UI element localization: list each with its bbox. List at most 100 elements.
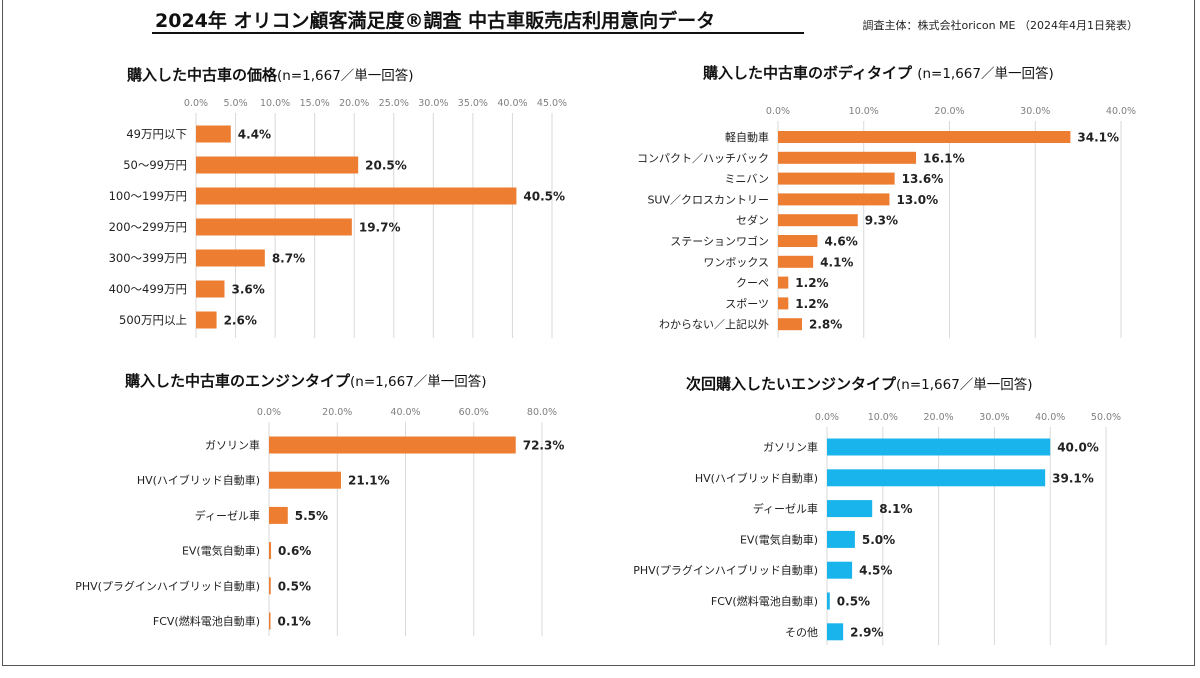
chart-subtitle-body: (n=1,667／単一回答) (917, 66, 1054, 82)
x-tick-label-body: 40.0% (1106, 106, 1136, 117)
x-tick-label-next-engine: 0.0% (815, 412, 839, 423)
value-label-next-engine: 39.1% (1052, 471, 1094, 485)
x-tick-label-body: 30.0% (1020, 106, 1050, 117)
chart-subtitle-next-engine: (n=1,667／単一回答) (896, 377, 1033, 393)
bar-body (778, 235, 818, 247)
source-note: 調査主体：株式会社oricon ME （2024年4月1日発表） (862, 19, 1138, 32)
x-tick-label-price: 5.0% (223, 98, 247, 109)
bar-next-engine (827, 438, 1051, 456)
value-label-body: 9.3% (865, 214, 898, 228)
bar-engine (269, 436, 516, 454)
chart-title-next-engine: 次回購入したいエンジンタイプ(n=1,667／単一回答) (686, 373, 1033, 394)
value-label-body: 13.0% (896, 193, 938, 207)
value-label-price: 19.7% (359, 221, 401, 235)
page-title: 2024年 オリコン顧客満足度®調査 中古車販売店利用意向データ (155, 10, 716, 32)
bar-body (778, 297, 789, 310)
bar-body (778, 318, 803, 331)
category-label-price: 50～99万円 (123, 158, 187, 172)
title-underline (152, 32, 804, 34)
category-label-engine: HV(ハイブリッド自動車) (137, 473, 260, 487)
chart-title-price-text: 購入した中古車の価格 (127, 66, 278, 84)
page-frame (2, 0, 1195, 666)
x-tick-label-price: 30.0% (418, 98, 448, 109)
x-tick-label-engine: 80.0% (527, 407, 557, 418)
x-tick-label-price: 45.0% (537, 98, 567, 109)
category-label-body: SUV／クロスカントリー (647, 193, 769, 206)
value-label-body: 16.1% (923, 151, 965, 165)
x-tick-label-engine: 40.0% (390, 407, 420, 418)
x-tick-label-next-engine: 40.0% (1035, 412, 1065, 423)
bar-body (778, 131, 1071, 143)
bar-engine (269, 471, 342, 489)
value-label-engine: 21.1% (348, 474, 390, 488)
value-label-price: 40.5% (523, 190, 565, 204)
x-tick-label-price: 10.0% (260, 98, 290, 109)
bar-next-engine (827, 530, 855, 548)
x-tick-label-price: 35.0% (458, 98, 488, 109)
value-label-next-engine: 2.9% (850, 625, 883, 639)
value-label-body: 4.6% (824, 235, 857, 249)
category-label-engine: PHV(プラグインハイブリッド自動車) (75, 579, 260, 593)
category-label-body: コンパクト／ハッチバック (637, 152, 769, 165)
bar-body (778, 172, 895, 185)
category-label-price: 49万円以下 (126, 127, 187, 141)
value-label-body: 2.8% (809, 318, 842, 332)
value-label-price: 20.5% (365, 159, 407, 173)
value-label-next-engine: 8.1% (879, 502, 912, 516)
category-label-price: 400～499万円 (109, 282, 187, 296)
value-label-next-engine: 4.5% (859, 564, 892, 578)
value-label-engine: 0.1% (278, 615, 311, 629)
value-label-engine: 5.5% (295, 509, 328, 523)
value-label-next-engine: 0.5% (837, 595, 870, 609)
value-label-body: 1.2% (795, 276, 828, 290)
bar-price (196, 187, 517, 205)
chart-title-price: 購入した中古車の価格(n=1,667／単一回答) (127, 64, 414, 85)
value-label-engine: 72.3% (523, 439, 565, 453)
value-label-price: 4.4% (238, 128, 271, 142)
category-label-next-engine: FCV(燃料電池自動車) (711, 594, 818, 608)
x-tick-label-price: 15.0% (300, 98, 330, 109)
bar-engine (269, 612, 271, 630)
bar-next-engine (827, 561, 853, 579)
bar-next-engine (827, 592, 830, 610)
value-label-engine: 0.5% (278, 579, 311, 593)
bar-price (196, 156, 359, 174)
category-label-next-engine: EV(電気自動車) (740, 532, 818, 546)
bar-price (196, 311, 217, 329)
bar-next-engine (827, 469, 1046, 487)
category-label-next-engine: PHV(プラグインハイブリッド自動車) (633, 563, 818, 577)
x-tick-label-price: 40.0% (497, 98, 527, 109)
value-label-price: 2.6% (224, 314, 257, 328)
chart-title-engine-text: 購入した中古車のエンジンタイプ (125, 372, 351, 390)
category-label-price: 100～199万円 (109, 189, 187, 203)
x-tick-label-engine: 0.0% (257, 407, 281, 418)
category-label-price: 200～299万円 (109, 220, 187, 234)
bar-body (778, 151, 917, 164)
category-label-body: スポーツ (725, 297, 769, 310)
bar-next-engine (827, 623, 844, 641)
x-tick-label-next-engine: 50.0% (1091, 412, 1121, 423)
category-label-next-engine: その他 (785, 626, 818, 639)
chart-title-engine: 購入した中古車のエンジンタイプ(n=1,667／単一回答) (125, 370, 487, 391)
x-tick-label-body: 20.0% (934, 106, 964, 117)
x-tick-label-body: 0.0% (766, 106, 790, 117)
x-tick-label-next-engine: 20.0% (924, 412, 954, 423)
bar-body (778, 276, 789, 289)
category-label-engine: ガソリン車 (205, 438, 260, 452)
category-label-body: クーペ (736, 277, 769, 290)
bar-next-engine (827, 500, 873, 518)
chart-title-body-text: 購入した中古車のボディタイプ (703, 64, 912, 82)
bar-engine (269, 542, 272, 560)
value-label-engine: 0.6% (278, 544, 311, 558)
category-label-engine: FCV(燃料電池自動車) (153, 614, 260, 628)
value-label-price: 8.7% (272, 252, 305, 266)
category-label-price: 300～399万円 (109, 251, 187, 265)
category-label-body: わからない／上記以外 (659, 317, 769, 331)
value-label-body: 13.6% (902, 172, 944, 186)
value-label-price: 3.6% (231, 283, 264, 297)
bar-engine (269, 577, 271, 595)
category-label-price: 500万円以上 (119, 313, 187, 327)
category-label-body: 軽自動車 (725, 130, 769, 144)
bar-engine (269, 506, 288, 524)
chart-title-next-engine-text: 次回購入したいエンジンタイプ (686, 375, 897, 393)
